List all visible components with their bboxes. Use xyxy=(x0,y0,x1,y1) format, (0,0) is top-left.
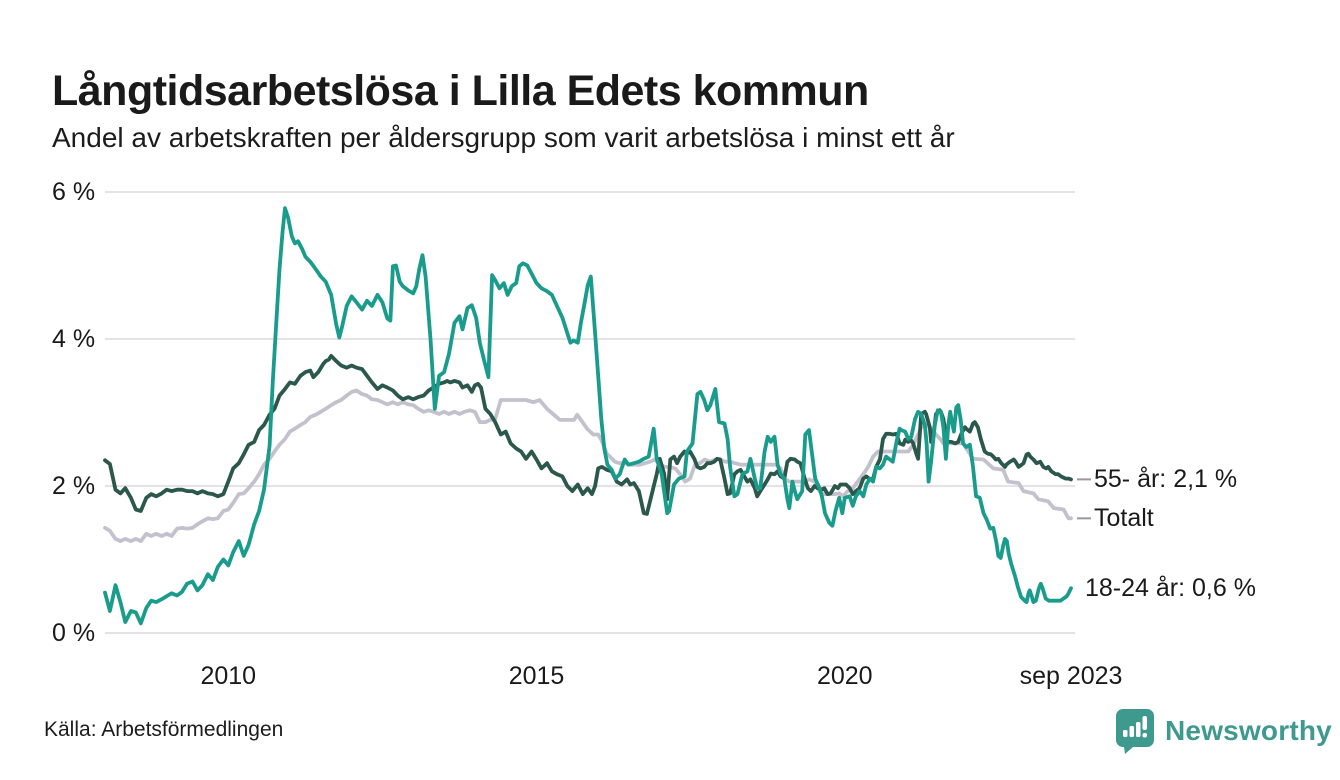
x-axis-label: sep 2023 xyxy=(1019,662,1123,690)
x-axis-label: 2010 xyxy=(200,662,257,690)
bar-chart-speech-bubble-icon xyxy=(1116,709,1154,754)
newsworthy-logo[interactable]: Newsworthy xyxy=(1114,707,1332,755)
x-axis-label: 2015 xyxy=(508,662,565,690)
series-end-label: 18-24 år: 0,6 % xyxy=(1085,574,1256,603)
series-line-Totalt xyxy=(103,388,1073,543)
y-axis-label: 0 % xyxy=(52,619,96,647)
series-end-label: 55- år: 2,1 % xyxy=(1094,465,1238,494)
series-line-18-24-r xyxy=(103,206,1073,626)
page-title: Långtidsarbetslösa i Lilla Edets kommun xyxy=(52,66,869,115)
page-subtitle: Andel av arbetskraften per åldersgrupp s… xyxy=(52,122,955,153)
series-end-label: Totalt xyxy=(1094,504,1154,533)
y-axis-label: 6 % xyxy=(52,178,96,206)
x-axis-label: 2020 xyxy=(816,662,873,690)
y-axis-label: 2 % xyxy=(52,472,96,500)
newsworthy-wordmark: Newsworthy xyxy=(1165,715,1332,746)
source-note: Källa: Arbetsförmedlingen xyxy=(44,718,284,741)
y-axis-label: 4 % xyxy=(52,325,96,353)
